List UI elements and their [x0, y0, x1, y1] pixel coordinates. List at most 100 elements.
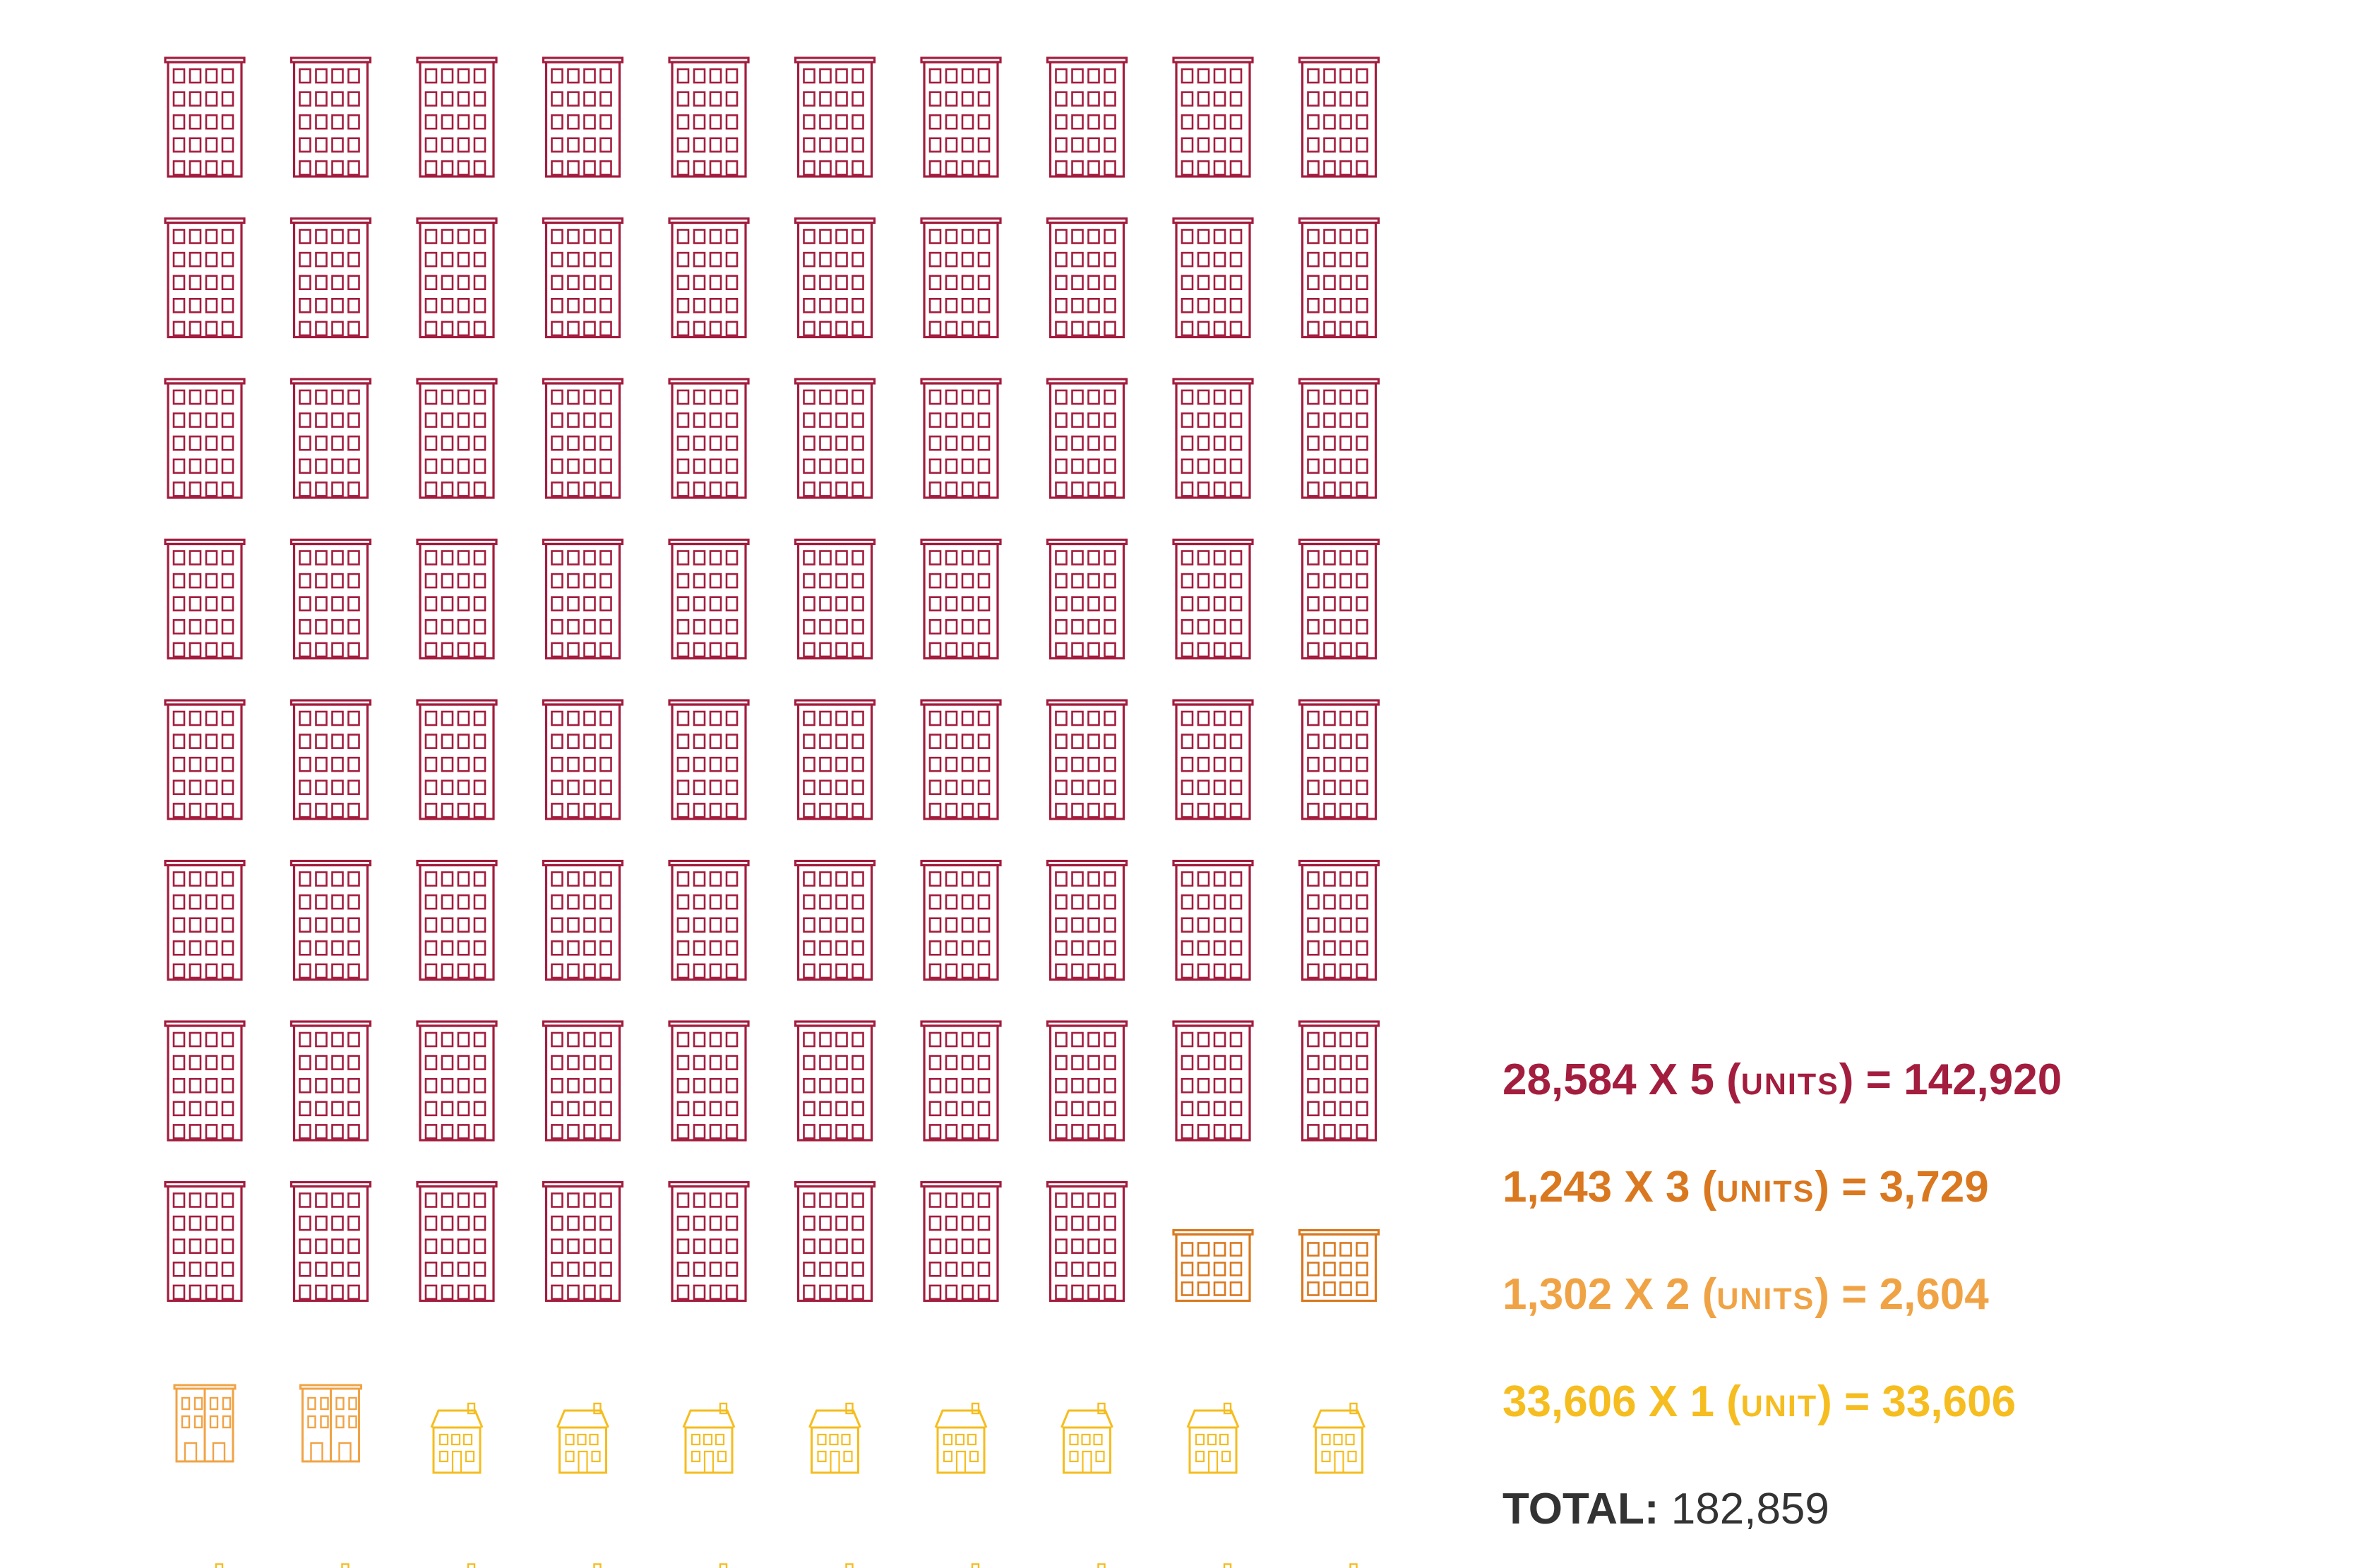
house-icon: [682, 1402, 736, 1474]
house-icon: [934, 1402, 988, 1474]
legend-line-two-unit: 1,302 X 2 (units) = 2,604: [1502, 1267, 1989, 1323]
pictogram-grid: [164, 56, 1380, 1568]
apartment-building-icon: [1298, 56, 1380, 178]
apartment-building-icon: [542, 859, 624, 981]
legend-three-unit-word: units: [1716, 1163, 1815, 1211]
apartment-building-icon: [542, 1180, 624, 1303]
legend-five-unit-suffix: ) = 142,920: [1839, 1055, 2062, 1104]
house-icon: [341, 1563, 349, 1568]
house-icon: [1061, 1402, 1113, 1474]
triplex-building-icon: [1172, 1228, 1254, 1303]
apartment-building-icon: [1172, 859, 1254, 981]
apartment-building-icon: [289, 1180, 372, 1303]
apartment-building-icon: [416, 1180, 498, 1303]
apartment-building-icon: [1172, 56, 1254, 178]
duplex-building-icon: [299, 1384, 362, 1463]
legend-one-unit-prefix: 33,606 X 1 (: [1502, 1377, 1741, 1426]
apartment-building-icon: [920, 1180, 1002, 1303]
apartment-building-icon: [1298, 1020, 1380, 1142]
legend-line-five-unit: 28,584 X 5 (units) = 142,920: [1502, 1052, 2062, 1108]
apartment-building-icon: [164, 217, 246, 339]
apartment-building-icon: [1046, 56, 1128, 178]
apartment-building-icon: [1046, 699, 1128, 820]
apartment-building-icon: [668, 56, 750, 178]
apartment-building-icon: [289, 217, 372, 339]
legend-one-unit-suffix: ) = 33,606: [1817, 1377, 2017, 1426]
apartment-building-icon: [416, 56, 498, 178]
apartment-building-icon: [1298, 217, 1380, 339]
house-icon: [1097, 1563, 1106, 1568]
apartment-building-icon: [1298, 538, 1380, 660]
legend-line-three-unit: 1,243 X 3 (units) = 3,729: [1502, 1159, 1989, 1216]
apartment-building-icon: [1172, 378, 1254, 499]
apartment-building-icon: [920, 1020, 1002, 1142]
apartment-building-icon: [416, 1020, 498, 1142]
legend-five-unit-word: units: [1740, 1055, 1839, 1104]
apartment-building-icon: [794, 859, 876, 981]
apartment-building-icon: [1298, 699, 1380, 820]
apartment-building-icon: [1172, 538, 1254, 660]
apartment-building-icon: [668, 699, 750, 820]
apartment-building-icon: [289, 538, 372, 660]
legend-line-one-unit: 33,606 X 1 (unit) = 33,606: [1502, 1374, 2016, 1430]
apartment-building-icon: [1046, 217, 1128, 339]
apartment-building-icon: [289, 378, 372, 499]
house-icon: [467, 1563, 476, 1568]
apartment-building-icon: [416, 538, 498, 660]
apartment-building-icon: [668, 217, 750, 339]
apartment-building-icon: [1172, 217, 1254, 339]
apartment-building-icon: [542, 699, 624, 820]
apartment-building-icon: [668, 538, 750, 660]
apartment-building-icon: [920, 699, 1002, 820]
apartment-building-icon: [920, 538, 1002, 660]
house-icon: [215, 1563, 224, 1568]
apartment-building-icon: [416, 378, 498, 499]
legend-one-unit-word: unit: [1740, 1377, 1818, 1426]
house-icon: [430, 1402, 484, 1474]
apartment-building-icon: [164, 1180, 246, 1303]
apartment-building-icon: [794, 217, 876, 339]
apartment-building-icon: [289, 699, 372, 820]
apartment-building-icon: [1046, 378, 1128, 499]
apartment-building-icon: [794, 1020, 876, 1142]
legend-three-unit-suffix: ) = 3,729: [1815, 1163, 1989, 1211]
apartment-building-icon: [416, 699, 498, 820]
legend-two-unit-suffix: ) = 2,604: [1815, 1270, 1989, 1319]
apartment-building-icon: [542, 538, 624, 660]
apartment-building-icon: [164, 699, 246, 820]
apartment-building-icon: [920, 378, 1002, 499]
apartment-building-icon: [289, 859, 372, 981]
apartment-building-icon: [1046, 1020, 1128, 1142]
house-icon: [719, 1563, 728, 1568]
legend-three-unit-prefix: 1,243 X 3 (: [1502, 1163, 1717, 1211]
apartment-building-icon: [542, 56, 624, 178]
apartment-building-icon: [542, 1020, 624, 1142]
legend-two-unit-word: units: [1716, 1270, 1815, 1319]
apartment-building-icon: [1046, 859, 1128, 981]
apartment-building-icon: [289, 1020, 372, 1142]
legend-two-unit-prefix: 1,302 X 2 (: [1502, 1270, 1717, 1319]
house-icon: [845, 1563, 854, 1568]
apartment-building-icon: [1046, 1180, 1128, 1303]
apartment-building-icon: [1172, 699, 1254, 820]
house-icon: [1349, 1563, 1358, 1568]
apartment-building-icon: [542, 378, 624, 499]
apartment-building-icon: [416, 859, 498, 981]
apartment-building-icon: [668, 378, 750, 499]
apartment-building-icon: [1172, 1020, 1254, 1142]
house-icon: [971, 1563, 980, 1568]
apartment-building-icon: [164, 378, 246, 499]
apartment-building-icon: [542, 217, 624, 339]
apartment-building-icon: [920, 217, 1002, 339]
apartment-building-icon: [164, 859, 246, 981]
apartment-building-icon: [794, 1180, 876, 1303]
apartment-building-icon: [668, 859, 750, 981]
house-icon: [556, 1402, 609, 1474]
apartment-building-icon: [668, 1180, 750, 1303]
apartment-building-icon: [164, 56, 246, 178]
apartment-building-icon: [1298, 859, 1380, 981]
apartment-building-icon: [794, 538, 876, 660]
duplex-building-icon: [173, 1384, 237, 1463]
house-icon: [1186, 1402, 1240, 1474]
total-value: 182,859: [1671, 1485, 1829, 1533]
